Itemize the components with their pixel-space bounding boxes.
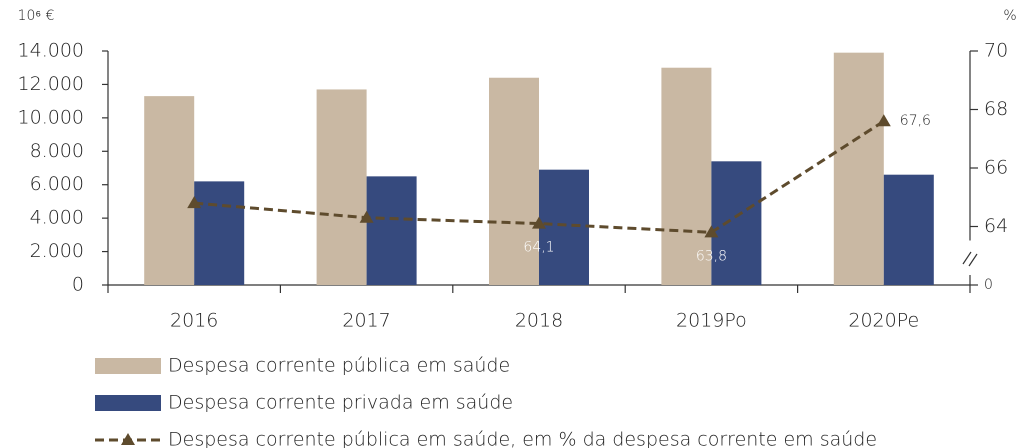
legend-label: Despesa corrente pública em saúde bbox=[168, 355, 510, 377]
line-marker bbox=[876, 114, 891, 127]
axis-break bbox=[962, 251, 972, 265]
y-tick-label: 6.000 bbox=[30, 173, 84, 195]
bar bbox=[711, 161, 762, 285]
y-tick-label: 14.000 bbox=[18, 40, 84, 62]
bar bbox=[144, 96, 195, 285]
y-tick-label: 8.000 bbox=[30, 140, 84, 162]
y-tick-label: 10.000 bbox=[18, 106, 84, 128]
x-tick-label: 2019Po bbox=[676, 310, 747, 332]
x-tick-label: 2017 bbox=[342, 310, 390, 332]
bar bbox=[316, 89, 367, 285]
y2-tick-label: 66 bbox=[984, 157, 1008, 179]
y2-tick-label: 70 bbox=[984, 40, 1008, 62]
axis-break bbox=[968, 253, 978, 267]
y2-tick-label: 0 bbox=[984, 277, 993, 293]
line bbox=[194, 119, 885, 234]
bar bbox=[194, 181, 245, 285]
legend-swatch bbox=[121, 433, 135, 445]
line-marker bbox=[704, 225, 719, 238]
legend-swatch bbox=[95, 395, 161, 411]
legend-swatch bbox=[95, 358, 161, 374]
y-tick-label: 2.000 bbox=[30, 240, 84, 262]
bar bbox=[489, 77, 539, 285]
data-label: 67,6 bbox=[900, 113, 931, 129]
y-tick-label: 4.000 bbox=[30, 207, 84, 229]
bar bbox=[833, 52, 884, 285]
bar bbox=[883, 174, 934, 285]
y-tick-label: 0 bbox=[72, 274, 84, 296]
x-tick-label: 2018 bbox=[515, 310, 563, 332]
legend-label: Despesa corrente pública em saúde, em % … bbox=[168, 429, 877, 448]
line-marker bbox=[532, 216, 546, 229]
y2-tick-label: 64 bbox=[984, 215, 1008, 237]
x-tick-label: 2020Pe bbox=[848, 310, 919, 332]
x-tick-label: 2016 bbox=[170, 310, 218, 332]
bar bbox=[366, 176, 417, 285]
y2-tick-label: 68 bbox=[984, 98, 1008, 120]
bar bbox=[661, 67, 712, 285]
data-label: 63,8 bbox=[696, 248, 727, 264]
legend-label: Despesa corrente privada em saúde bbox=[168, 392, 513, 414]
y2-axis-label: % bbox=[1003, 8, 1016, 24]
y-axis-label: 10⁶ € bbox=[18, 8, 55, 24]
data-label: 64,1 bbox=[523, 240, 554, 256]
bar bbox=[539, 169, 589, 285]
y-tick-label: 12.000 bbox=[18, 73, 84, 95]
line-marker bbox=[187, 196, 202, 209]
line-marker bbox=[359, 210, 374, 223]
